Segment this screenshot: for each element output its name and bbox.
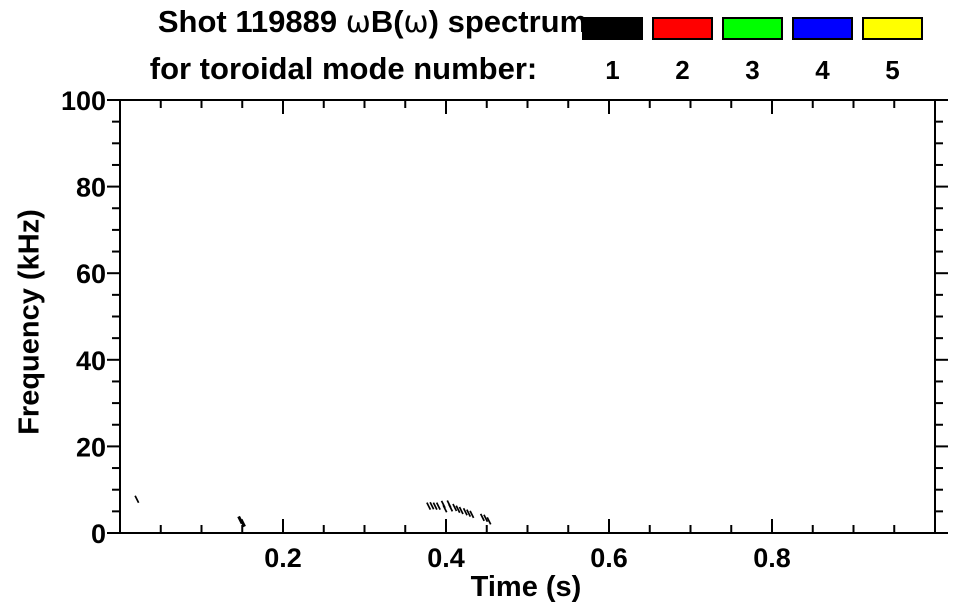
mode-1-data-mark: [462, 507, 468, 516]
mode-1-data-mark: [432, 502, 438, 511]
legend-label-mode-4: 4: [815, 55, 830, 85]
legend-label-mode-2: 2: [675, 55, 690, 85]
y-tick-label: 80: [76, 173, 106, 203]
x-axis-title: Time (s): [470, 571, 582, 603]
y-tick-label: 100: [61, 86, 106, 116]
legend-label-mode-5: 5: [885, 55, 900, 85]
legend-swatch-mode-1: [582, 17, 643, 40]
legend-label-mode-3: 3: [745, 55, 760, 85]
mode-1-data-mark: [442, 504, 448, 513]
x-tick-label: 0.2: [264, 543, 302, 573]
plot-title-text: Shot 119889: [157, 4, 346, 39]
plot-title-text: B(: [370, 4, 404, 39]
y-tick-label: 40: [76, 346, 106, 376]
mode-number-legend: 1 2 3 4 5: [0, 0, 963, 90]
legend-swatch-mode-5: [862, 17, 923, 40]
omega-symbol: ω: [403, 5, 429, 40]
y-tick-label: 0: [91, 519, 106, 549]
mode-1-data-mark: [426, 502, 432, 511]
mode-1-data-mark: [466, 509, 472, 517]
mode-1-data-mark: [483, 514, 489, 523]
mode-1-data-mark: [455, 505, 461, 514]
legend-swatch-mode-2: [652, 17, 713, 40]
mode-1-data-mark: [458, 506, 464, 515]
y-tick-label: 20: [76, 432, 106, 462]
omega-symbol: ω: [345, 5, 371, 40]
legend-label-mode-1: 1: [605, 55, 620, 85]
mode-1-data-mark: [479, 513, 485, 522]
mode-1-data-mark: [452, 503, 458, 512]
mode-1-data-mark: [448, 504, 454, 512]
mode-1-data-mark: [435, 502, 441, 511]
legend-swatch-mode-4: [792, 17, 853, 40]
y-tick-label: 60: [76, 259, 106, 289]
legend-swatch-mode-3: [722, 17, 783, 40]
plot-title: Shot 119889 ωB(ω) spectrum: [100, 4, 645, 40]
axes-frame: [119, 99, 936, 534]
mode-1-data-mark: [486, 516, 492, 525]
mode-1-data-mark: [429, 501, 435, 510]
x-tick-label: 0.4: [427, 543, 465, 573]
mode-1-data-mark: [239, 518, 246, 528]
mode-1-data-mark: [134, 495, 140, 504]
mode-1-data-mark: [469, 510, 475, 519]
x-tick-label: 0.6: [590, 543, 628, 573]
x-tick-label: 0.8: [753, 543, 791, 573]
plot-title-text: ) spectrum: [428, 4, 588, 39]
plot-subtitle: for toroidal mode number:: [149, 51, 538, 86]
y-axis-title: Frequency (kHz): [13, 209, 46, 435]
